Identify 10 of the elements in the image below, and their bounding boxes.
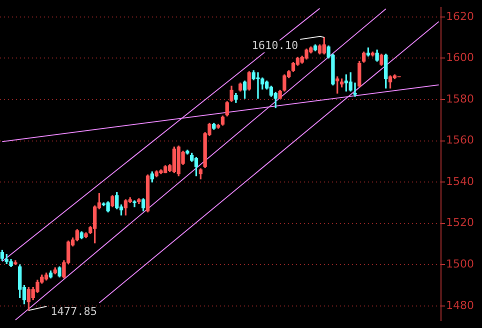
y-tick-label: 1600 bbox=[446, 51, 474, 64]
y-tick-label: 1580 bbox=[446, 92, 474, 106]
y-tick-label: 1560 bbox=[446, 134, 474, 147]
y-tick-label: 1540 bbox=[446, 174, 474, 188]
annotation: 1610.10 bbox=[252, 39, 298, 52]
y-tick-label: 1520 bbox=[446, 216, 474, 230]
annotation: 1477.85 bbox=[50, 305, 98, 318]
y-tick-label: 1620 bbox=[446, 10, 474, 23]
y-tick-label: 1480 bbox=[446, 298, 474, 312]
y-tick-label: 1500 bbox=[446, 258, 474, 271]
